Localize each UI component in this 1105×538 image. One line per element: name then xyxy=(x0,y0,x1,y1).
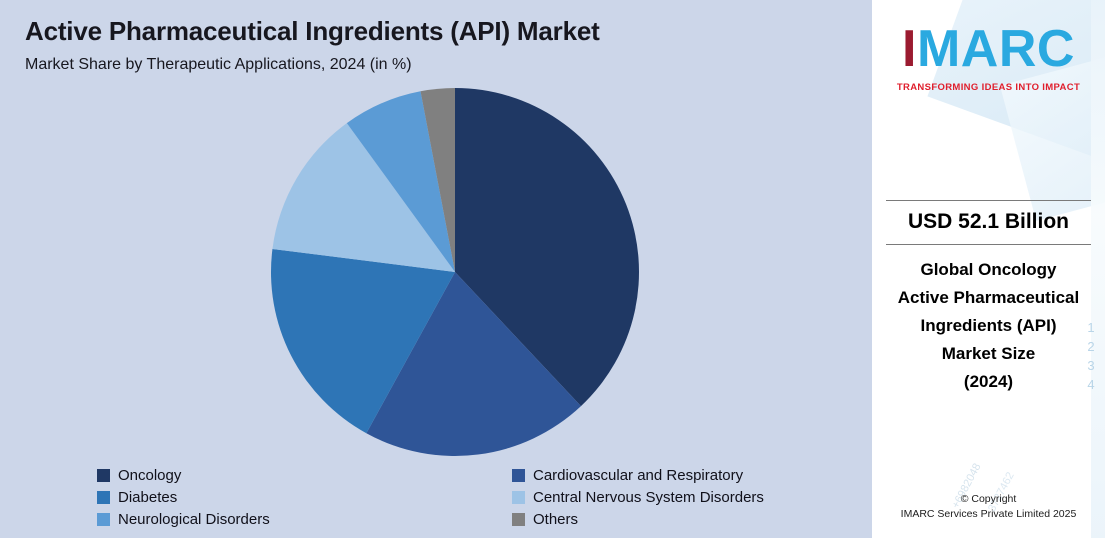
chart-area: Active Pharmaceutical Ingredients (API) … xyxy=(0,0,872,538)
copyright-notice: © Copyright IMARC Services Private Limit… xyxy=(872,492,1105,522)
pie-slice-others xyxy=(420,88,455,272)
copyright-line-1: © Copyright xyxy=(960,493,1017,505)
legend-item-others: Others xyxy=(512,511,847,528)
imarc-tagline: TRANSFORMING IDEAS INTO IMPACT xyxy=(896,81,1081,93)
market-size-label-line: (2024) xyxy=(963,372,1014,391)
legend-label-cardiovascular: Cardiovascular and Respiratory xyxy=(533,467,744,484)
chart-legend: Oncology Cardiovascular and Respiratory … xyxy=(97,467,847,528)
imarc-logo-letters-marc: MARC xyxy=(916,20,1075,78)
decorative-edge-strip xyxy=(1091,0,1105,538)
page-subtitle: Market Share by Therapeutic Applications… xyxy=(25,56,412,73)
info-panel: 1 2 3 4 +6982048 3727462 IMARC TRANSFORM… xyxy=(872,0,1105,538)
legend-label-oncology: Oncology xyxy=(118,467,182,484)
pie-slice-central-nervous-system-disorders xyxy=(272,123,455,272)
divider-top xyxy=(886,200,1091,201)
pie-slice-diabetes xyxy=(270,248,455,434)
decorative-numbers: 1 2 3 4 xyxy=(1087,320,1095,392)
imarc-logo: IMARC TRANSFORMING IDEAS INTO IMPACT xyxy=(872,22,1105,93)
market-size-label-line: Ingredients (API) xyxy=(920,316,1057,335)
pie-slice-neurological-disorders xyxy=(346,91,455,272)
imarc-logo-letter-i: I xyxy=(902,20,917,78)
legend-item-oncology: Oncology xyxy=(97,467,512,484)
market-size-label-line: Global Oncology xyxy=(920,260,1057,279)
legend-swatch-cardiovascular xyxy=(512,469,525,482)
legend-swatch-cns xyxy=(512,491,525,504)
market-size-label-line: Active Pharmaceutical xyxy=(897,288,1080,307)
page-title: Active Pharmaceutical Ingredients (API) … xyxy=(25,16,600,46)
imarc-logo-text: IMARC xyxy=(872,22,1105,77)
market-value: USD 52.1 Billion xyxy=(907,210,1070,233)
pie-chart xyxy=(270,88,640,456)
copyright-line-2: IMARC Services Private Limited 2025 xyxy=(900,508,1077,520)
legend-swatch-diabetes xyxy=(97,491,110,504)
pie-slice-oncology xyxy=(455,88,640,407)
legend-item-diabetes: Diabetes xyxy=(97,489,512,506)
legend-label-diabetes: Diabetes xyxy=(118,489,178,506)
legend-item-neurological: Neurological Disorders xyxy=(97,511,512,528)
legend-label-others: Others xyxy=(533,511,579,528)
legend-swatch-others xyxy=(512,513,525,526)
market-size-label: Global Oncology Active Pharmaceutical In… xyxy=(880,256,1097,396)
divider-bottom xyxy=(886,244,1091,245)
legend-swatch-oncology xyxy=(97,469,110,482)
legend-swatch-neurological xyxy=(97,513,110,526)
market-value-block: USD 52.1 Billion xyxy=(886,200,1091,245)
market-size-label-line: Market Size xyxy=(941,344,1036,363)
legend-label-neurological: Neurological Disorders xyxy=(118,511,270,528)
legend-label-cns: Central Nervous System Disorders xyxy=(533,489,764,506)
legend-item-cns: Central Nervous System Disorders xyxy=(512,489,847,506)
pie-slice-cardiovascular-and-respiratory xyxy=(366,272,581,456)
legend-item-cardiovascular: Cardiovascular and Respiratory xyxy=(512,467,847,484)
